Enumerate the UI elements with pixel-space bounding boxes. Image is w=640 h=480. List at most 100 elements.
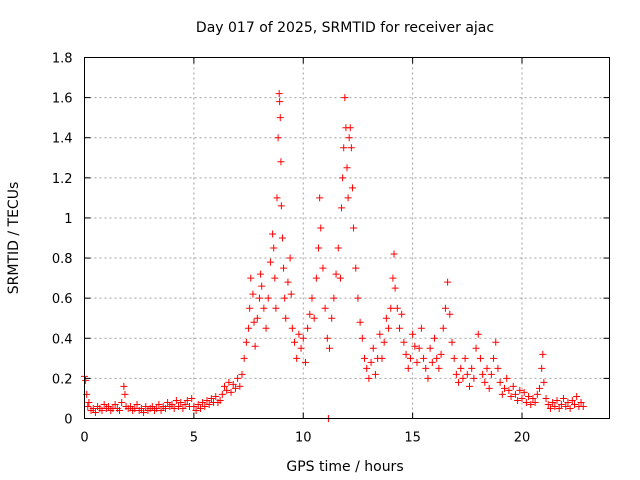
data-point [387, 304, 395, 312]
data-point [546, 404, 554, 412]
data-point [262, 324, 270, 332]
data-point [172, 396, 180, 404]
data-point [503, 374, 511, 382]
x-axis-title: GPS time / hours [286, 459, 403, 475]
data-point [468, 364, 476, 372]
data-point [330, 294, 338, 302]
data-point [424, 374, 432, 382]
data-point [340, 144, 348, 152]
data-point [253, 314, 261, 322]
y-axis-title: SRMTID / TECUs [6, 182, 22, 295]
data-point [437, 350, 445, 358]
data-point [409, 330, 417, 338]
data-point [153, 404, 161, 412]
data-point [120, 382, 128, 390]
data-point [321, 304, 329, 312]
data-point [84, 402, 92, 410]
data-point [118, 398, 126, 406]
data-point [446, 310, 454, 318]
data-point [498, 390, 506, 398]
data-point [133, 400, 141, 408]
data-point [533, 390, 541, 398]
data-point [380, 338, 388, 346]
data-point [155, 400, 163, 408]
data-point [566, 404, 574, 412]
data-point [431, 334, 438, 342]
data-point [91, 408, 99, 416]
data-point [336, 274, 344, 282]
data-point [274, 134, 282, 142]
y-tick-label: 0.4 [52, 332, 73, 347]
plot-frame [84, 57, 610, 419]
data-point [365, 374, 373, 382]
data-point [428, 358, 436, 366]
data-point [291, 338, 298, 346]
data-point [531, 398, 539, 406]
y-tick-label: 1.2 [52, 172, 73, 187]
data-point [142, 402, 150, 410]
data-point [100, 400, 108, 408]
y-tick-label: 0 [64, 413, 72, 428]
data-point [402, 350, 410, 358]
data-point [161, 404, 169, 412]
data-point [540, 378, 548, 386]
data-point [476, 354, 484, 362]
data-point [121, 390, 129, 398]
data-point [539, 350, 547, 358]
data-point [168, 400, 176, 408]
data-point [479, 370, 487, 378]
data-point [282, 314, 290, 322]
data-point [450, 354, 458, 362]
data-point [192, 406, 200, 414]
data-point [275, 90, 283, 98]
data-point [140, 408, 148, 416]
data-point [509, 382, 517, 390]
data-point [579, 402, 587, 410]
data-point [270, 244, 278, 252]
data-point [343, 164, 351, 172]
x-tick-label: 10 [295, 431, 312, 446]
data-point [525, 392, 533, 400]
data-point [240, 354, 248, 362]
data-point [269, 230, 277, 238]
y-tick-label: 1 [64, 212, 72, 227]
data-point [306, 310, 314, 318]
data-point [439, 324, 447, 332]
data-point [404, 364, 412, 372]
data-point [494, 364, 502, 372]
x-tick-label: 20 [514, 431, 531, 446]
data-point [369, 344, 377, 352]
data-point [400, 338, 408, 346]
data-point [272, 304, 280, 312]
data-point [573, 392, 581, 400]
data-point [256, 294, 263, 302]
chart-title: Day 017 of 2025, SRMTID for receiver aja… [196, 20, 494, 36]
data-point [444, 278, 452, 286]
data-point [411, 342, 419, 350]
data-point [455, 378, 463, 386]
data-point [413, 358, 421, 366]
data-point [181, 400, 189, 408]
data-point [326, 344, 333, 352]
data-point [518, 394, 526, 402]
data-points [81, 90, 587, 422]
data-point [297, 344, 305, 352]
data-point [116, 406, 123, 414]
data-point [312, 274, 320, 282]
data-point [483, 364, 491, 372]
data-point [361, 354, 368, 362]
data-point [568, 396, 576, 404]
x-tick-label: 15 [404, 431, 421, 446]
data-point [463, 370, 471, 378]
data-point [347, 144, 355, 152]
data-point [344, 194, 352, 202]
data-point [345, 134, 353, 142]
data-point [363, 364, 371, 372]
data-point [522, 398, 530, 406]
data-point [470, 374, 478, 382]
data-point [177, 398, 185, 406]
data-point [126, 402, 134, 410]
y-tick-label: 1.4 [52, 132, 73, 147]
data-point [529, 394, 537, 402]
data-point [339, 174, 347, 182]
